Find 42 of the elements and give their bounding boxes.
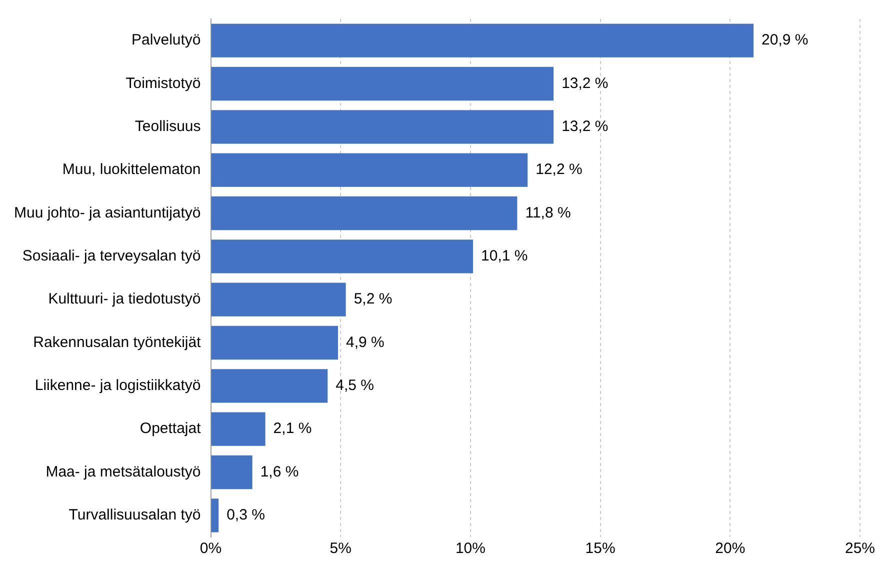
x-tick-label: 0% — [200, 540, 222, 558]
y-tick-label: Kulttuuri- ja tiedotustyö — [48, 290, 201, 308]
y-tick-label: Palvelutyö — [132, 32, 201, 49]
data-label: 11,8 % — [525, 204, 571, 222]
bar — [211, 455, 252, 490]
x-tick-label: 5% — [330, 540, 352, 558]
y-tick-label: Toimistotyö — [126, 74, 201, 92]
y-tick-label: Rakennusalan työntekijät — [33, 334, 202, 351]
data-label: 4,9 % — [346, 334, 384, 351]
x-tick-label: 10% — [455, 540, 486, 558]
bar — [211, 24, 754, 58]
data-label: 10,1 % — [481, 248, 528, 265]
y-tick-label: Liikenne- ja logistiikkatyö — [34, 377, 201, 394]
data-label: 4,5 % — [336, 377, 374, 394]
data-label: 1,6 % — [260, 463, 299, 480]
data-label: 2,1 % — [273, 420, 312, 438]
data-label: 20,9 % — [762, 32, 808, 49]
y-tick-label: Muu, luokittelematon — [62, 161, 201, 178]
x-tick-label: 25% — [844, 540, 876, 558]
data-label: 13,2 % — [562, 74, 608, 92]
data-label: 5,2 % — [354, 290, 392, 308]
bar — [211, 326, 338, 360]
bar — [211, 153, 528, 187]
bar — [211, 240, 474, 274]
x-tick-label: 15% — [585, 540, 616, 558]
data-label: 13,2 % — [562, 118, 608, 136]
bar — [211, 369, 328, 403]
bar — [211, 282, 346, 316]
y-tick-label: Muu johto- ja asiantuntijatyö — [14, 204, 201, 222]
y-tick-label: Opettajat — [140, 420, 202, 438]
bar — [211, 412, 266, 446]
y-tick-label: Teollisuus — [134, 118, 201, 136]
bar — [211, 498, 219, 532]
bar — [211, 66, 554, 101]
y-tick-label: Sosiaali- ja terveysalan työ — [22, 248, 201, 265]
bar — [211, 196, 518, 230]
y-tick-label: Maa- ja metsätaloustyö — [46, 463, 201, 480]
data-label: 12,2 % — [536, 161, 582, 178]
bar — [211, 110, 554, 144]
x-tick-label: 20% — [715, 540, 746, 558]
y-tick-label: Turvallisuusalan työ — [68, 506, 201, 524]
data-label: 0,3 % — [226, 506, 265, 524]
